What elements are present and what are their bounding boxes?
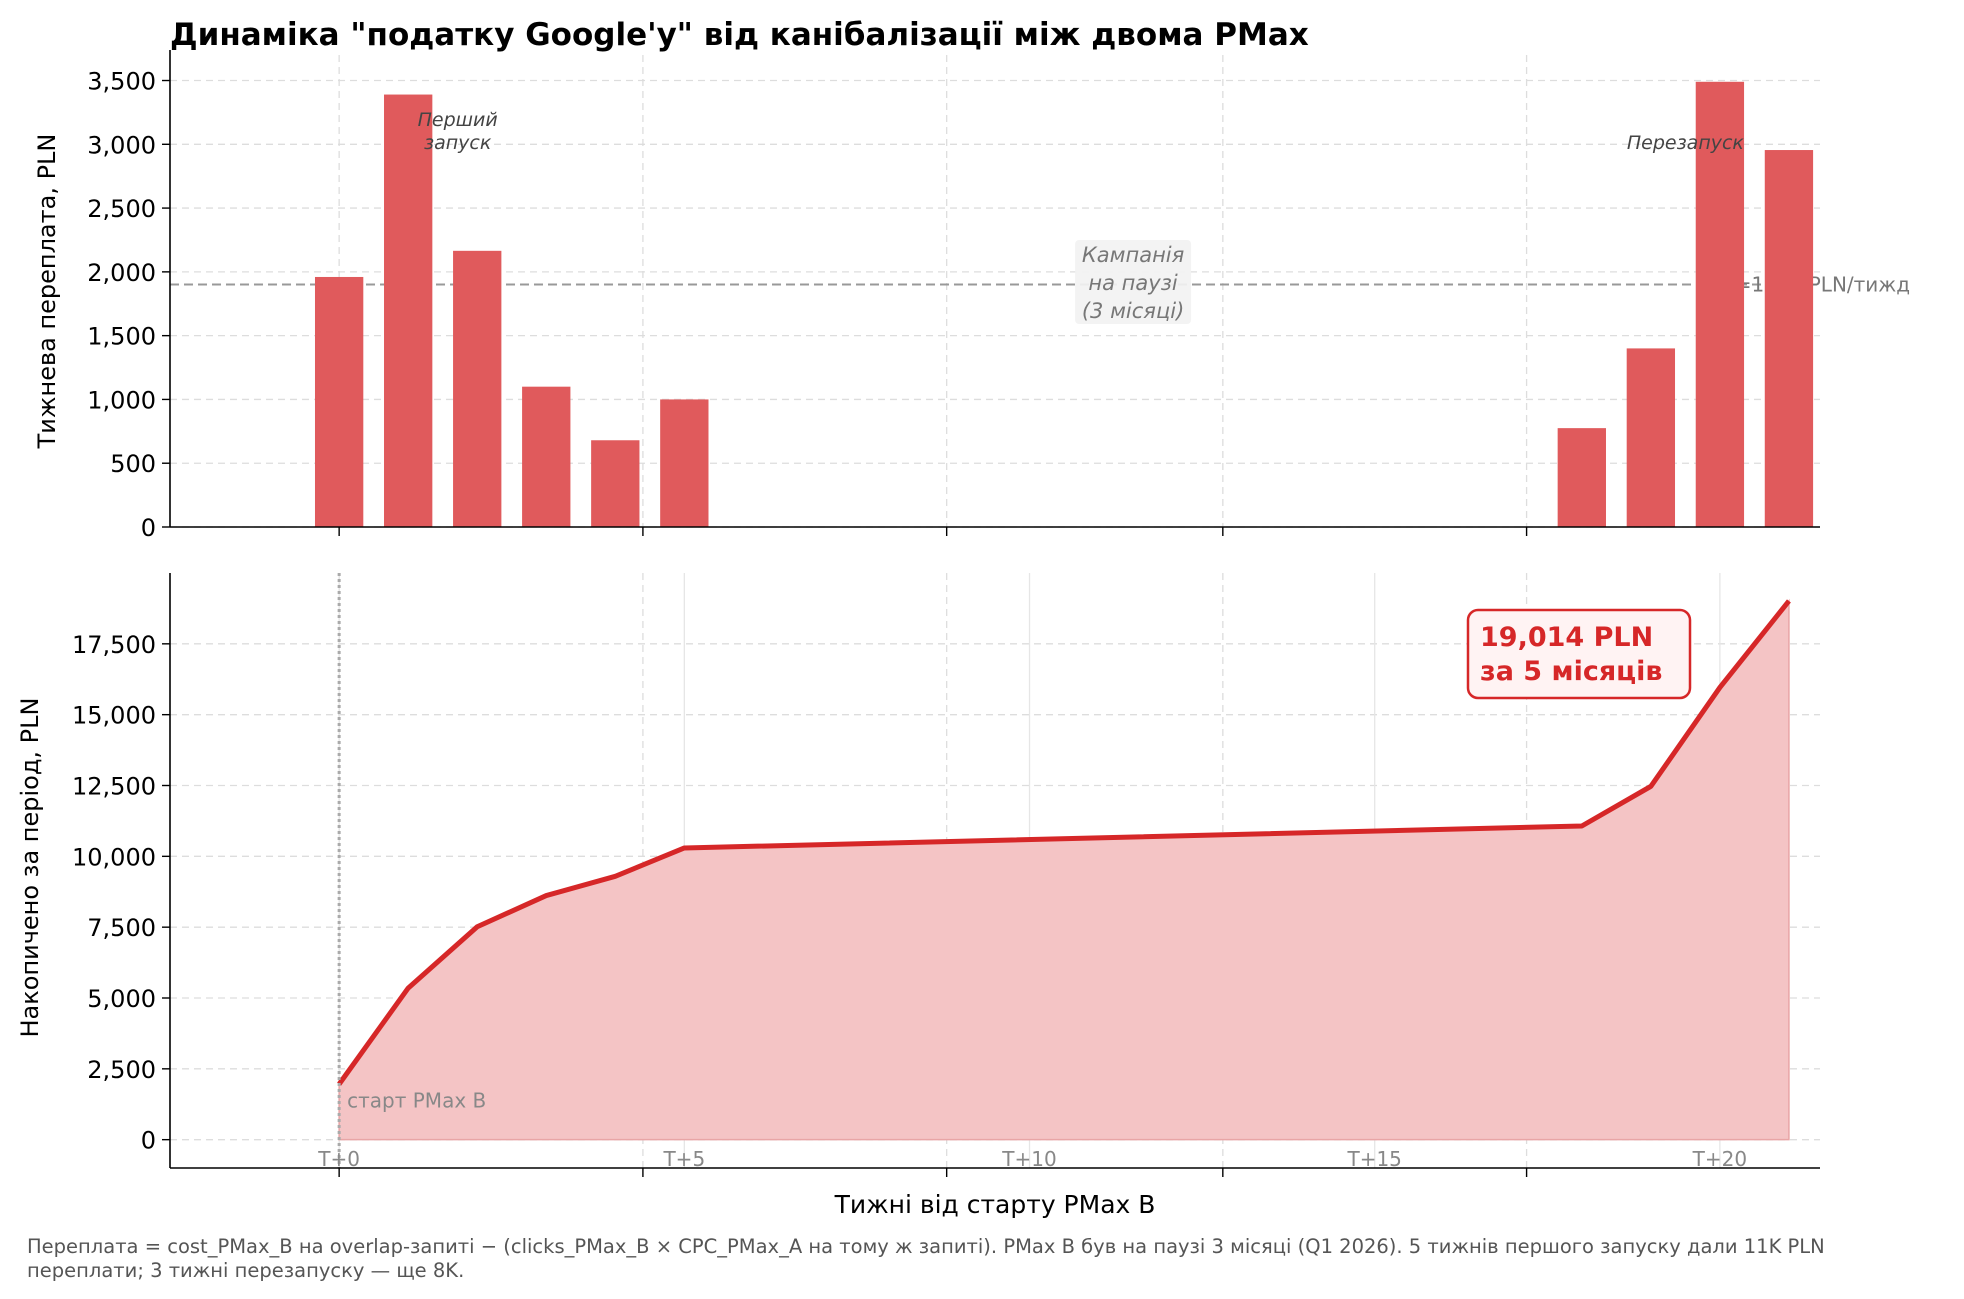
bottom-y-tick-label: 12,500 [72,773,156,801]
bottom-y-tick-label: 7,500 [87,914,156,942]
average-label: μ=1901 PLN/тижд [1722,272,1910,296]
top-y-tick-label: 0 [141,514,156,542]
top-y-tick-label: 2,000 [87,259,156,287]
pause-annotation: Кампанія [1082,243,1184,267]
top-y-tick-label: 2,500 [87,195,156,223]
bar [1626,348,1676,527]
bar [314,276,364,527]
bottom-x-tick-label: T+10 [1001,1147,1056,1171]
footnote: Переплата = cost_PMax_B на overlap-запит… [27,1235,1825,1282]
total-callout-box [1466,608,1692,700]
top-axes: 0 500 1,000 1,500 2,000 2,500 3,000 3,500 Тижнев… [33,50,1820,542]
pause-annotation: (3 місяці) [1082,299,1184,323]
bar [453,250,502,527]
bar [1695,81,1745,528]
weekly-overpay-panel: μ=1901 PLN/тижд 0 500 1,000 1,500 2,000 2,500… [33,50,1910,542]
pause-annotation-box [1075,240,1192,324]
bottom-x-tick-label: T+0 [317,1147,360,1171]
bottom-x-tick-label: T+5 [662,1147,705,1171]
pause-annotation: на паузі [1088,271,1177,295]
cumulative-panel: 0 2,500 5,000 7,500 10,000 12,500 15,000 17,500… [16,573,1820,1219]
bottom-y-tick-label: 2,500 [87,1056,156,1084]
total-callout-period: за 5 місяців [1480,656,1663,687]
bottom-y-axis-label: Накопичено за період, PLN [16,698,44,1038]
top-y-tick-label: 3,500 [87,68,156,96]
total-callout-value: 19,014 PLN [1480,622,1653,653]
top-y-tick-label: 3,000 [87,131,156,159]
relaunch-annotation: Перезапуск [1627,132,1745,154]
cumulative-line [337,599,1791,1086]
bar [1557,428,1606,527]
x-axis-label: Тижні від старту PMax B [834,1190,1156,1219]
top-y-axis-label: Тижнева переплата, PLN [33,134,61,450]
first-launch-annotation: Перший [418,109,498,131]
average-line-group: μ=1901 PLN/тижд [170,272,1910,296]
bottom-y-tick-label: 5,000 [87,985,156,1013]
bar [1764,150,1814,527]
start-label: старт PMax B [347,1089,486,1113]
bottom-x-tick-label: T+20 [1692,1147,1747,1171]
bar-series [314,81,1814,528]
top-y-tick-label: 1,500 [87,323,156,351]
bar [660,399,709,527]
chart-title: Динаміка "податку Google'у" від канібалі… [170,17,1309,53]
bottom-axes: 0 2,500 5,000 7,500 10,000 12,500 15,000 17,500… [16,573,1820,1219]
bottom-y-tick-label: 0 [141,1127,156,1155]
bottom-y-tick-label: 17,500 [72,631,156,659]
bar [384,94,433,527]
first-launch-annotation: запуск [424,132,492,154]
bar [522,386,571,527]
top-y-tick-label: 500 [110,450,156,478]
bottom-y-tick-label: 15,000 [72,702,156,730]
cumulative-area-group [337,573,1791,1168]
bottom-y-tick-label: 10,000 [72,843,156,871]
bar [591,440,640,527]
top-y-tick-label: 1,000 [87,386,156,414]
bottom-x-tick-label: T+15 [1346,1147,1401,1171]
